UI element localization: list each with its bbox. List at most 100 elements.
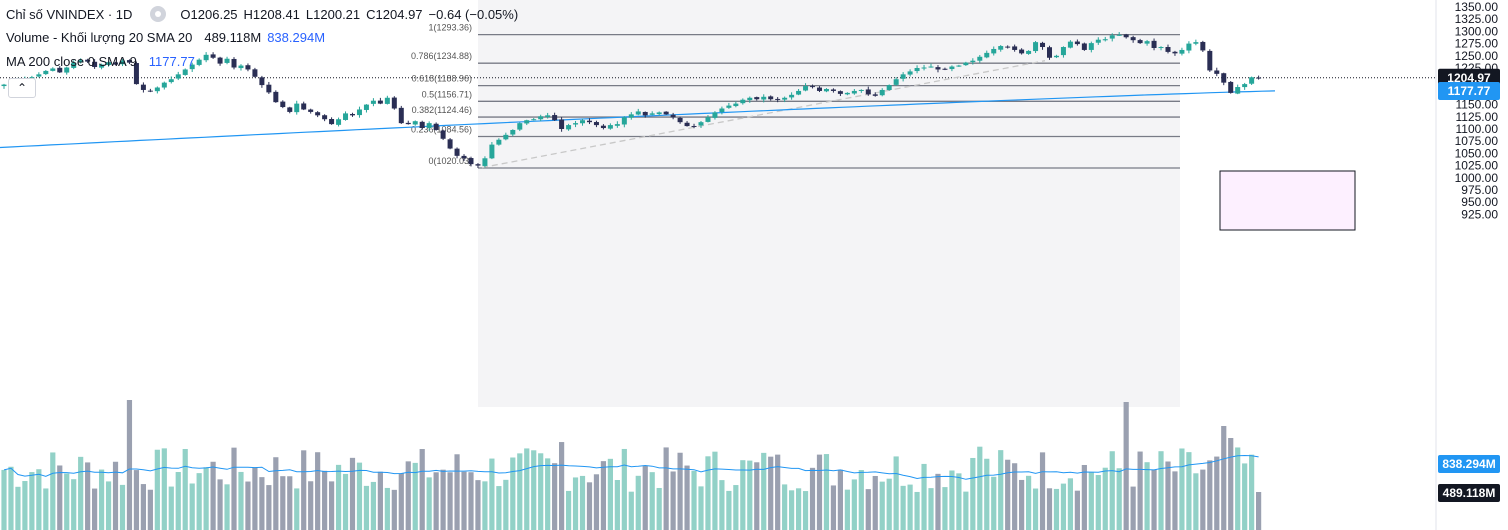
candle-body xyxy=(447,139,453,149)
candle-body xyxy=(1256,77,1262,79)
candle xyxy=(545,112,551,119)
volume-bar xyxy=(872,475,878,530)
candle xyxy=(1012,44,1018,52)
candle xyxy=(837,90,843,97)
candle-body xyxy=(970,60,976,63)
candle xyxy=(161,81,167,90)
volume-bar xyxy=(893,456,899,530)
candle xyxy=(1172,50,1178,56)
volume-bar xyxy=(440,469,446,530)
candle xyxy=(872,92,878,97)
candle xyxy=(823,88,829,93)
candle-body xyxy=(517,123,523,130)
candle xyxy=(50,67,56,72)
candle xyxy=(559,117,565,132)
candle xyxy=(928,63,934,68)
volume-bar xyxy=(15,486,21,530)
collapse-legend-button[interactable]: ⌃ xyxy=(8,78,36,98)
candle xyxy=(273,90,279,103)
candle-body xyxy=(99,64,105,68)
volume-bar xyxy=(8,466,14,530)
candle xyxy=(1047,45,1052,60)
candle xyxy=(106,60,112,67)
legend-volume[interactable]: Volume - Khối lượng 20 SMA 20 489.118M 8… xyxy=(6,30,325,45)
candle-body xyxy=(977,56,983,61)
volume-bar xyxy=(802,491,809,530)
volume-bar xyxy=(1228,438,1234,530)
volume-bar xyxy=(447,472,453,530)
fib-level-label: 0.618(1188.96) xyxy=(412,74,472,84)
candle xyxy=(768,95,774,101)
candle-body xyxy=(1005,46,1011,48)
volume-bar xyxy=(1123,402,1129,530)
volume-bar xyxy=(795,488,802,530)
candle-body xyxy=(133,63,139,85)
candle-body xyxy=(705,117,711,122)
candle xyxy=(510,129,516,137)
volume-bar xyxy=(370,481,377,530)
candle-body xyxy=(426,123,432,128)
volume-bar xyxy=(886,478,892,530)
candle xyxy=(935,65,941,73)
candle xyxy=(607,123,613,130)
volume-bar xyxy=(461,471,467,530)
volume-bar xyxy=(384,487,390,530)
volume-bar xyxy=(287,476,293,530)
volume-bar xyxy=(663,447,669,530)
settings-icon[interactable] xyxy=(150,6,167,22)
candle-body xyxy=(740,99,746,104)
candle-body xyxy=(796,90,802,95)
candle xyxy=(691,123,697,129)
volume-bar xyxy=(768,456,774,530)
symbol-title[interactable]: Chỉ số VNINDEX · 1D xyxy=(6,6,133,22)
candle xyxy=(796,88,802,96)
candle-body xyxy=(865,89,871,95)
candle-body xyxy=(726,105,732,108)
volume-bar xyxy=(844,489,850,530)
volume-bar xyxy=(1005,459,1011,530)
volume-bar xyxy=(412,462,418,530)
volume-bar xyxy=(105,481,112,530)
candle xyxy=(377,97,383,105)
candle-body xyxy=(1047,47,1052,58)
candle xyxy=(573,120,579,128)
volume-bar xyxy=(426,477,432,530)
candle xyxy=(412,120,418,126)
candle-body xyxy=(384,97,390,104)
candle xyxy=(489,142,495,160)
highlight-box xyxy=(1219,170,1356,231)
candle-body xyxy=(893,79,899,85)
candle xyxy=(593,120,599,128)
candle xyxy=(196,58,202,67)
candle-body xyxy=(538,116,544,120)
legend-ma[interactable]: MA 200 close 0 SMA 9 1177.77 xyxy=(6,54,195,69)
candle-body xyxy=(78,60,84,63)
candle xyxy=(119,59,125,67)
candle-body xyxy=(1019,49,1025,54)
volume-bar xyxy=(761,452,767,530)
candle-body xyxy=(224,58,230,63)
candle-body xyxy=(782,97,788,100)
y-tick-label: 975.00 xyxy=(1461,183,1498,197)
candle-body xyxy=(1095,39,1101,43)
volume-bar xyxy=(600,461,607,530)
candle xyxy=(1158,46,1164,51)
candle xyxy=(1053,54,1059,59)
volume-bar xyxy=(475,480,481,530)
candle-body xyxy=(628,114,634,118)
volume-bar xyxy=(1186,452,1192,530)
volume-bar xyxy=(36,469,42,530)
volume-bar xyxy=(740,460,746,530)
candle xyxy=(1214,67,1220,77)
candle xyxy=(92,59,98,69)
candle-body xyxy=(113,62,119,65)
volume-bar xyxy=(1144,462,1150,530)
candle xyxy=(705,115,711,123)
candle-body xyxy=(1081,43,1087,50)
volume-bar xyxy=(147,489,153,530)
volume-sma-badge-bg xyxy=(1438,455,1500,473)
candle xyxy=(496,138,502,146)
candle-body xyxy=(489,144,495,159)
volume-bar xyxy=(1060,483,1067,530)
